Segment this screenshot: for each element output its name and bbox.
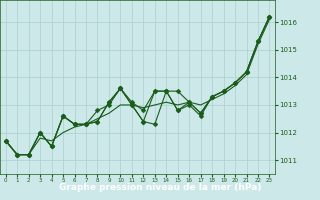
Text: Graphe pression niveau de la mer (hPa): Graphe pression niveau de la mer (hPa): [59, 182, 261, 192]
